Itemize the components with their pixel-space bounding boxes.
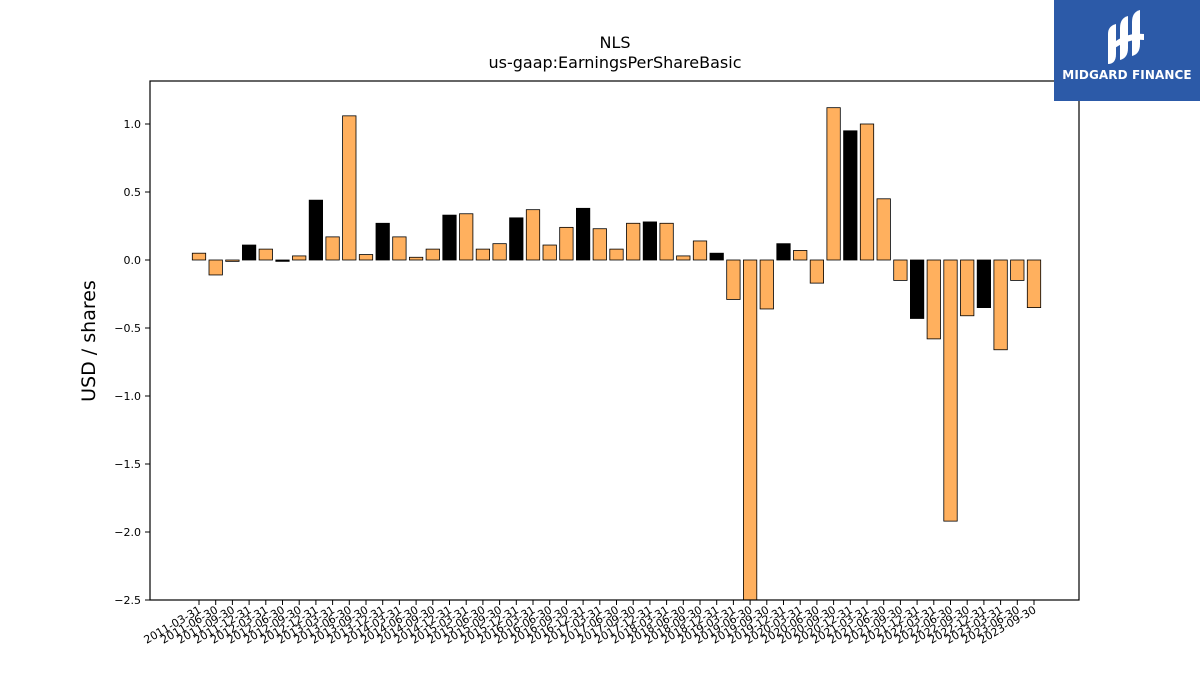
bar-2013-09-30 — [358, 254, 374, 261]
bar-2017-03-31 — [592, 228, 607, 261]
bar-2015-09-30 — [492, 243, 507, 261]
y-tick-label: −0.5 — [114, 322, 141, 335]
bar-2023-03-31 — [993, 259, 1008, 351]
bar-2020-03-31 — [793, 250, 808, 261]
bar-2017-09-30 — [626, 222, 641, 261]
bar-2020-12-31 — [843, 130, 858, 261]
bar-2015-03-31 — [459, 213, 474, 261]
bar-2022-03-31 — [926, 259, 941, 340]
bar-2023-09-30 — [1026, 259, 1042, 308]
bar-2016-09-30 — [559, 226, 574, 261]
bar-2015-12-31 — [509, 217, 524, 261]
bar-2015-06-30 — [475, 248, 491, 261]
bar-2021-12-31 — [910, 259, 925, 319]
y-tick-label: −2.0 — [114, 526, 141, 539]
bar-2013-03-31 — [325, 236, 340, 261]
bar-2012-03-31 — [258, 248, 273, 261]
bar-2017-12-31 — [642, 221, 658, 261]
bar-2023-06-30 — [1010, 259, 1025, 281]
bar-2021-03-31 — [859, 123, 875, 261]
y-axis-label: USD / shares — [78, 280, 100, 402]
bar-2019-12-31 — [776, 243, 791, 261]
midgard-logo-icon — [1108, 10, 1144, 64]
bar-2012-12-31 — [308, 199, 324, 261]
bar-2012-09-30 — [292, 255, 307, 261]
bar-2018-09-30 — [692, 240, 708, 261]
bar-2011-12-31 — [241, 244, 257, 261]
y-tick-label: −2.5 — [114, 594, 141, 607]
chart-subtitle: us-gaap:EarningsPerShareBasic — [488, 53, 741, 72]
bar-2020-06-30 — [809, 259, 825, 284]
bar-2022-12-31 — [976, 259, 992, 308]
bar-2019-06-30 — [743, 259, 758, 601]
bar-2013-06-30 — [342, 115, 357, 261]
bar-2014-09-30 — [425, 248, 440, 261]
bar-2013-12-31 — [375, 222, 390, 261]
midgard-finance-logo: MIDGARD FINANCE — [1054, 0, 1200, 101]
bar-2020-09-30 — [826, 107, 841, 261]
bar-2016-03-31 — [525, 209, 541, 261]
bar-2011-03-31 — [191, 252, 207, 261]
bar-2019-09-30 — [759, 259, 774, 310]
bar-2014-06-30 — [408, 256, 424, 261]
bar-2016-12-31 — [576, 207, 591, 261]
y-tick-label: 0.0 — [124, 254, 142, 267]
y-tick-label: 0.5 — [124, 186, 142, 199]
plot-frame — [149, 80, 1080, 601]
logo-text: MIDGARD FINANCE — [1062, 68, 1192, 82]
chart-title: NLS — [599, 33, 630, 52]
bar-2018-06-30 — [676, 255, 691, 261]
bar-2021-06-30 — [876, 198, 891, 261]
bar-2012-06-30 — [275, 259, 290, 262]
bars — [191, 107, 1042, 601]
y-tick-label: 1.0 — [124, 118, 142, 131]
bar-2022-06-30 — [943, 259, 958, 522]
bar-2018-03-31 — [659, 222, 674, 261]
bar-2022-09-30 — [960, 259, 975, 317]
y-axis-ticks: −2.5 −2.0 −1.5 −1.0 −0.5 0.0 0.5 1.0 — [114, 118, 150, 607]
bar-2018-12-31 — [709, 252, 724, 261]
y-tick-label: −1.5 — [114, 458, 141, 471]
bar-2021-09-30 — [893, 259, 908, 281]
bar-2016-06-30 — [542, 244, 557, 261]
bar-2014-12-31 — [442, 214, 457, 261]
bar-2019-03-31 — [726, 259, 741, 300]
x-axis-ticks: 2011-03-312011-06-302011-09-302011-12-31… — [142, 600, 1039, 647]
bar-2014-03-31 — [392, 236, 407, 261]
bar-2017-06-30 — [609, 248, 624, 261]
bar-2011-09-30 — [225, 259, 240, 262]
bar-2011-06-30 — [208, 259, 223, 276]
y-tick-label: −1.0 — [114, 390, 141, 403]
